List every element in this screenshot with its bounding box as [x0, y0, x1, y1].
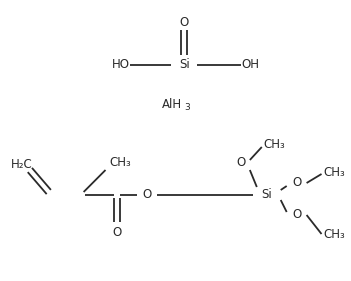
Text: AlH: AlH	[162, 99, 183, 112]
Text: O: O	[236, 155, 245, 169]
Text: 3: 3	[184, 103, 190, 112]
Text: CH₃: CH₃	[324, 167, 345, 180]
Text: Si: Si	[261, 189, 272, 201]
Text: CH₃: CH₃	[264, 139, 286, 151]
Text: OH: OH	[241, 58, 259, 71]
Text: O: O	[143, 189, 152, 201]
Text: CH₃: CH₃	[110, 157, 131, 169]
Text: H₂C: H₂C	[11, 158, 33, 171]
Text: O: O	[179, 15, 189, 28]
Text: O: O	[292, 209, 301, 221]
Text: O: O	[292, 176, 301, 189]
Text: Si: Si	[179, 58, 190, 71]
Text: HO: HO	[111, 58, 130, 71]
Text: CH₃: CH₃	[324, 228, 345, 241]
Text: O: O	[113, 225, 122, 239]
